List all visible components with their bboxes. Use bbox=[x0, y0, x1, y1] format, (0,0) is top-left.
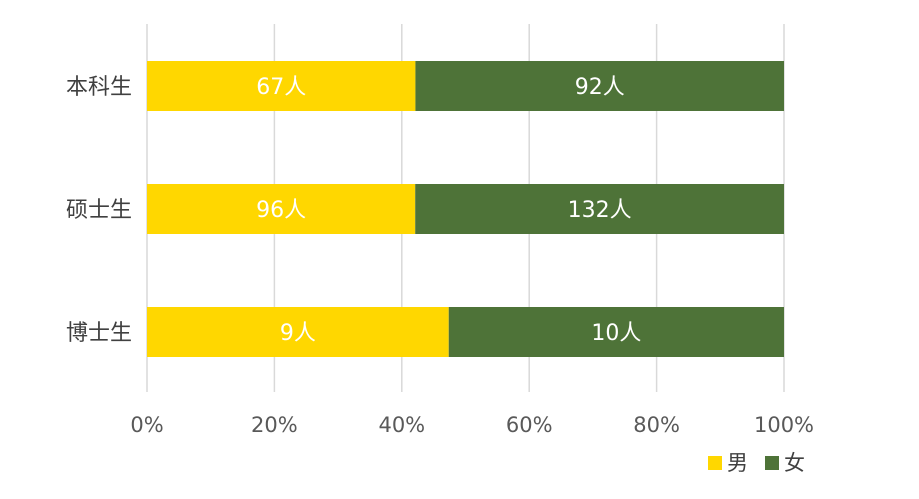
bar-segment bbox=[147, 184, 416, 234]
bar-data-label: 9人 bbox=[280, 321, 316, 346]
bars bbox=[147, 61, 784, 357]
x-tick-label: 0% bbox=[130, 413, 163, 437]
bar-segment bbox=[415, 184, 784, 234]
x-tick-label: 60% bbox=[506, 413, 553, 437]
bar-data-label: 92人 bbox=[575, 75, 625, 100]
bar-segment bbox=[147, 61, 416, 111]
legend-swatch bbox=[708, 456, 722, 470]
legend: 男女 bbox=[708, 451, 805, 475]
x-tick-label: 20% bbox=[251, 413, 298, 437]
bar-segment bbox=[415, 61, 784, 111]
category-label: 本科生 bbox=[66, 75, 132, 100]
x-tick-label: 100% bbox=[754, 413, 814, 437]
x-axis-tick-labels: 0% 20% 40% 60% 80% 100% bbox=[130, 413, 814, 437]
bar-segment bbox=[448, 307, 784, 357]
bar-data-label: 10人 bbox=[591, 321, 641, 346]
legend-label: 女 bbox=[784, 451, 805, 475]
category-label: 博士生 bbox=[66, 321, 132, 346]
x-tick-label: 80% bbox=[633, 413, 680, 437]
legend-label: 男 bbox=[727, 451, 748, 475]
x-tick-label: 40% bbox=[378, 413, 425, 437]
legend-swatch bbox=[765, 456, 779, 470]
bar-segment bbox=[147, 307, 449, 357]
bar-data-label: 67人 bbox=[256, 75, 306, 100]
bar-data-label: 96人 bbox=[256, 198, 306, 223]
bar-labels: 67人 92人 96人 132人 9人 10人 bbox=[256, 75, 641, 346]
category-label: 硕士生 bbox=[66, 198, 132, 223]
bar-data-label: 132人 bbox=[568, 198, 632, 223]
